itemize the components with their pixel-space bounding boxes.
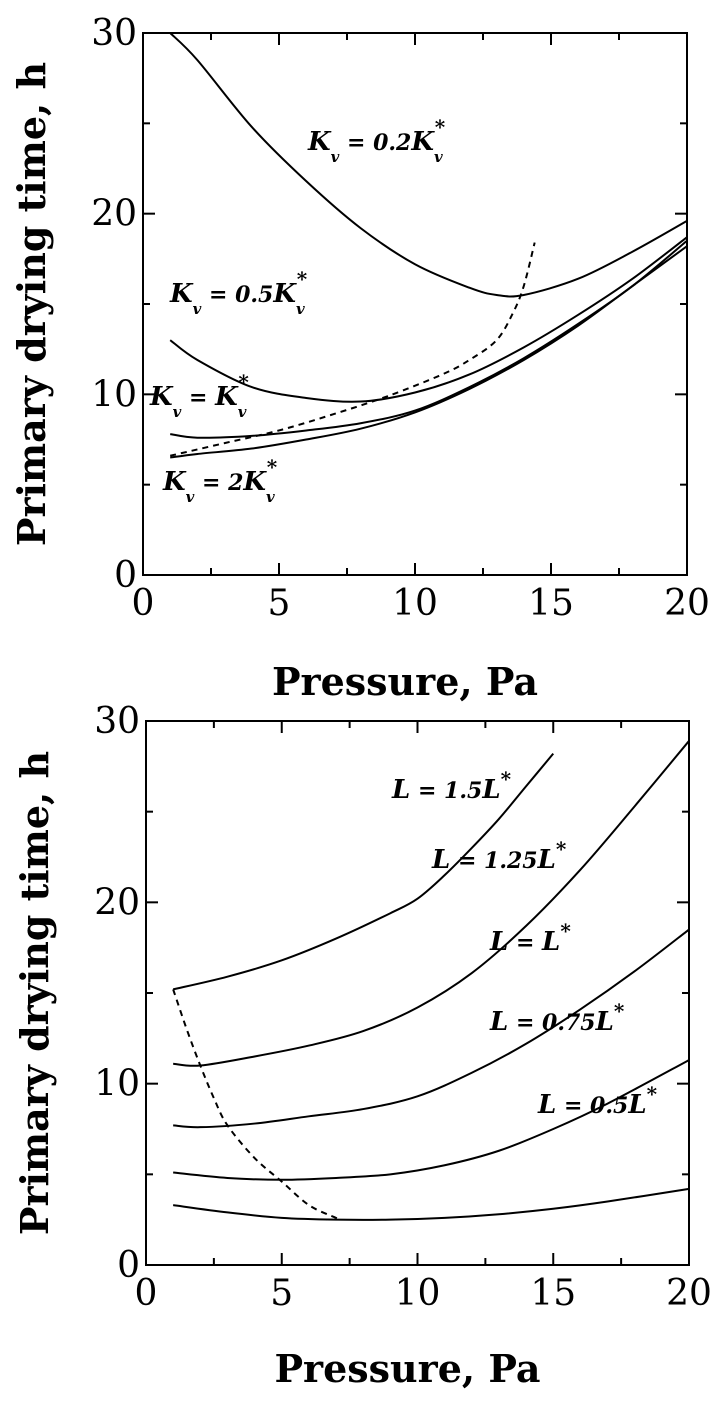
y-tick-label: 30	[91, 13, 137, 54]
dashed-curve	[172, 989, 342, 1221]
series-line	[173, 928, 690, 1129]
series-label: Kv = Kv*	[149, 370, 249, 421]
y-axis-title: Primary drying time, h	[9, 62, 54, 546]
series-line	[173, 1187, 690, 1221]
dashed-curve	[169, 242, 536, 457]
chart-bottom: 0 5 10 15 20 0 10 20 30 Pressure, Pa Primary dryin…	[12, 701, 712, 1391]
y-axis-title: Primary drying time, h	[12, 751, 57, 1235]
series-line	[170, 245, 688, 459]
series-line	[172, 753, 555, 991]
y-tick-label: 30	[94, 701, 140, 742]
series-line	[173, 1059, 690, 1181]
series-label: L = 1.25L*	[431, 837, 567, 875]
series-line	[169, 32, 688, 298]
y-tick-label: 0	[114, 555, 137, 596]
y-tick-label: 10	[94, 1064, 140, 1105]
x-tick-label: 10	[392, 583, 438, 624]
x-tick-label: 15	[530, 1273, 576, 1314]
y-tick-label: 20	[91, 194, 137, 235]
x-tick-label: 10	[395, 1273, 441, 1314]
x-tick-label: 5	[268, 583, 291, 624]
y-tick-label: 20	[94, 882, 140, 923]
chart-top: 0 5 10 15 20 0 10 20 30 Pressure, Pa Primary dryin…	[9, 13, 710, 704]
y-tick-label: 10	[91, 374, 137, 415]
series-label: Kv = 0.5Kv*	[169, 267, 308, 318]
x-tick-label: 15	[528, 583, 574, 624]
x-tick-label: 20	[664, 583, 710, 624]
series-label: Kv = 0.2Kv*	[307, 115, 446, 166]
series-label: L = 0.5L*	[537, 1082, 658, 1120]
series-label: L = 1.5L*	[391, 767, 512, 805]
y-tick-label: 0	[117, 1245, 140, 1286]
series-label: L = L*	[489, 919, 571, 957]
series-line	[169, 236, 688, 403]
x-axis-title: Pressure, Pa	[274, 1346, 540, 1391]
series-label: Kv = 2Kv*	[162, 455, 278, 506]
x-tick-label: 0	[135, 1273, 158, 1314]
x-tick-label: 0	[132, 583, 155, 624]
x-tick-label: 5	[270, 1273, 293, 1314]
x-tick-label: 20	[666, 1273, 712, 1314]
series-line	[173, 740, 690, 1067]
series-label: L = 0.75L*	[489, 999, 625, 1037]
x-axis-title: Pressure, Pa	[272, 659, 538, 704]
